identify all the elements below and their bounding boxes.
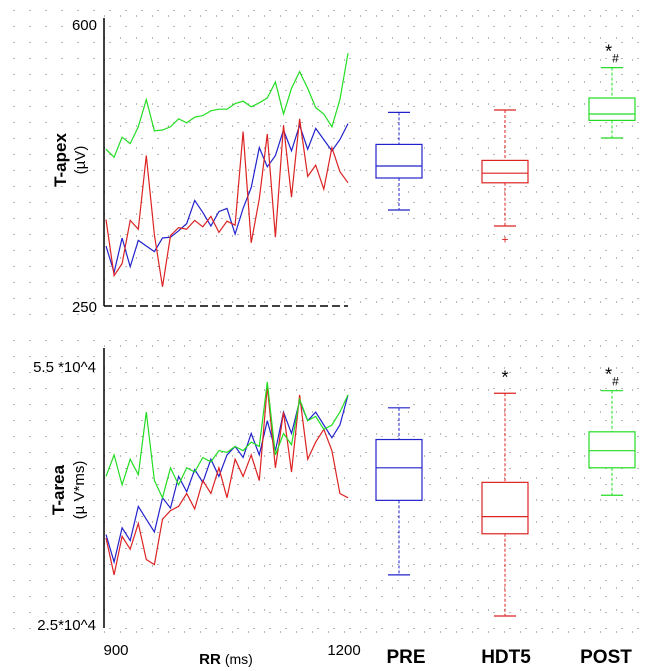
y-axis-unit-bottom: (µ V*ms)	[71, 461, 88, 520]
y-tick-max-top: 600	[72, 17, 97, 34]
box-hdt5	[481, 159, 529, 184]
boxplots-bottom	[375, 390, 636, 617]
y-axis-label-top: T-apex	[51, 133, 70, 187]
panel-t-area: 5.5 *10^4 2.5*10^4 T-area (µ V*ms) * *#	[13, 340, 640, 636]
y-tick-min-top: 250	[72, 299, 97, 316]
series-lines-top	[105, 53, 349, 287]
box-post	[588, 431, 636, 469]
series-line-pre	[105, 123, 349, 275]
annotations-bottom: * *#	[501, 365, 619, 389]
series-line-hdt5	[105, 386, 349, 576]
group-label-pre: PRE	[386, 647, 425, 668]
x-axis-label: RR (ms)	[199, 651, 253, 668]
series-lines-bottom	[105, 382, 349, 576]
boxplots-top: +	[375, 66, 636, 247]
y-axis-unit-top: (µV)	[72, 146, 89, 175]
x-tick-1200: 1200	[327, 642, 360, 659]
y-axis-label-bottom: T-area	[49, 464, 68, 515]
grid-dots-bottom	[13, 340, 640, 636]
box-post	[588, 97, 636, 121]
y-tick-min-bottom: 2.5*10^4	[37, 617, 96, 634]
significance-hdt5: *	[501, 367, 508, 387]
grid-dots-top	[13, 10, 640, 316]
y-tick-max-bottom: 5.5 *10^4	[33, 359, 96, 376]
panel-t-apex: 600 250 T-apex (µV) + *#	[13, 10, 640, 316]
box-pre	[375, 438, 423, 501]
group-label-post: POST	[580, 647, 632, 668]
significance-post: *#	[605, 365, 619, 389]
x-axis-label-unit: (ms)	[225, 651, 253, 667]
significance-post: *#	[605, 42, 619, 66]
x-axis-label-bold: RR	[199, 651, 221, 668]
series-line-post	[105, 382, 349, 500]
box-pre	[375, 143, 423, 179]
series-line-post	[105, 53, 349, 159]
x-tick-900: 900	[103, 642, 128, 659]
annotations-top: *#	[605, 42, 619, 66]
outlier-hdt5: +	[501, 233, 508, 247]
series-line-hdt5	[105, 118, 349, 287]
box-hdt5	[481, 481, 529, 535]
group-label-hdt5: HDT5	[481, 647, 531, 668]
